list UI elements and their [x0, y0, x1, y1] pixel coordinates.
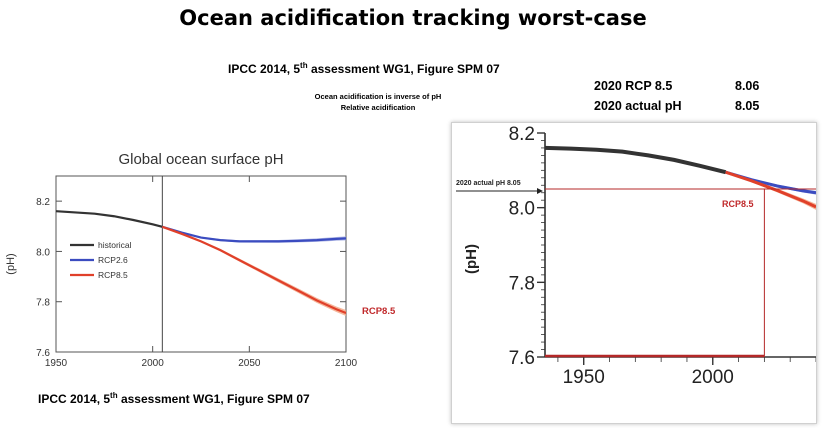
left-x-tick-label: 1950	[45, 358, 68, 369]
left-legend-label: RCP2.6	[98, 255, 128, 265]
left-chart: Global ocean surface pH (pH) 7.6 7.8 8.0 8.2 1…	[5, 151, 396, 369]
right-y-tick-label: 8.2	[509, 124, 535, 145]
left-legend-label: RCP8.5	[98, 270, 128, 280]
right-x-tick-label: 2000	[692, 367, 734, 388]
left-y-tick-label: 7.8	[36, 298, 50, 309]
left-chart-title: Global ocean surface pH	[118, 151, 283, 168]
stat-actual-label: 2020 actual pH	[594, 99, 682, 113]
right-marker-label: 2020 actual pH 8.05	[456, 180, 521, 187]
left-x-tick-label: 2050	[238, 358, 261, 369]
right-chart: 7.6 7.8 8.0 8.2 (pH) 1950 2000 2020 actual pH 8…	[456, 124, 817, 388]
right-x-tick-label: 1950	[563, 367, 605, 388]
stat-actual-value: 8.05	[735, 99, 760, 113]
right-y-axis-label: (pH)	[463, 244, 480, 274]
note-inverse: Ocean acidification is inverse of pH	[314, 92, 442, 101]
left-series-rcp26	[162, 225, 347, 243]
caption-bottom: IPCC 2014, 5th assessment WG1, Figure SP…	[38, 391, 310, 406]
right-annotation-rcp85: RCP8.5	[722, 199, 754, 209]
stat-rcp85-value: 8.06	[735, 79, 760, 93]
right-y-tick-label: 7.6	[509, 348, 535, 369]
right-y-tick-label: 8.0	[509, 199, 535, 220]
left-plot-frame	[55, 175, 347, 353]
left-x-tick-label: 2000	[142, 358, 165, 369]
caption-top: IPCC 2014, 5th assessment WG1, Figure SP…	[228, 61, 500, 76]
left-y-tick-label: 8.0	[36, 247, 50, 258]
left-series-rcp85	[161, 225, 347, 315]
left-annotation-rcp85: RCP8.5	[362, 306, 396, 317]
page-title: Ocean acidification tracking worst-case	[179, 6, 647, 30]
left-y-tick-label: 8.2	[36, 197, 50, 208]
left-band-rcp85	[162, 226, 346, 317]
left-series-historical	[55, 210, 163, 228]
right-chart-panel: 7.6 7.8 8.0 8.2 (pH) 1950 2000 2020 actual pH 8…	[451, 122, 817, 424]
right-y-tick-label: 7.8	[509, 273, 535, 294]
left-x-tick-label: 2100	[335, 358, 358, 369]
right-series-rcp85	[725, 170, 817, 209]
stat-rcp85-label: 2020 RCP 8.5	[594, 79, 673, 93]
note-relative: Relative acidification	[340, 103, 416, 112]
right-series-historical	[544, 145, 727, 175]
left-y-axis-label: (pH)	[5, 253, 17, 274]
left-legend-label: historical	[98, 240, 132, 250]
right-marker-arrow-head	[537, 188, 543, 194]
left-y-tick-label: 7.6	[36, 348, 50, 359]
